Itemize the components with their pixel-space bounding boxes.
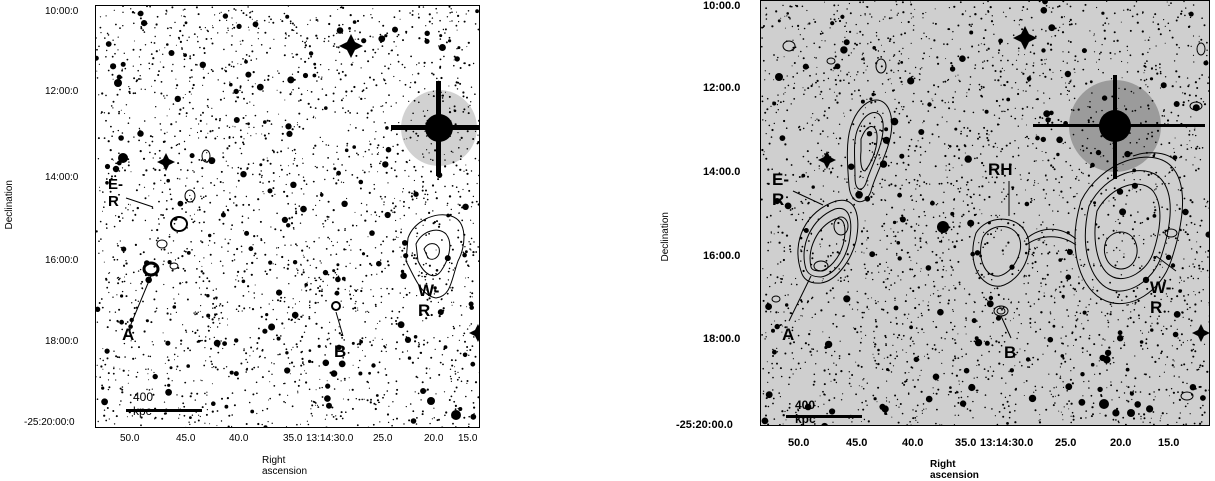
label-wr: W-R — [1150, 278, 1171, 318]
left-sky-image — [96, 6, 480, 428]
label-a: A — [122, 325, 134, 345]
star — [469, 324, 480, 342]
star — [1192, 324, 1210, 342]
left-xtick: 50.0 — [120, 433, 139, 444]
left-ytick: 10:00:0 — [45, 6, 78, 17]
label-er: E-R — [772, 170, 789, 210]
right-xtick: 13:14:30.0 — [980, 437, 1033, 449]
label-rh: RH — [988, 160, 1013, 180]
star — [339, 34, 363, 58]
right-image-frame — [760, 0, 1210, 426]
right-xtick: 35.0 — [955, 437, 976, 449]
left-ytick: 16:00:0 — [45, 255, 78, 266]
right-sky-image — [761, 1, 1210, 426]
right-xtick: 45.0 — [846, 437, 867, 449]
left-xtick: 40.0 — [229, 433, 248, 444]
right-ytick: 12:00.0 — [703, 82, 740, 94]
right-ytick: -25:20:00.0 — [676, 419, 733, 431]
left-ytick: 18:00:0 — [45, 336, 78, 347]
left-xlabel: Right ascension — [262, 455, 307, 477]
scale-label: 400 kpc — [795, 398, 816, 426]
right-ytick: 14:00.0 — [703, 166, 740, 178]
label-wr: W-R — [418, 281, 439, 321]
right-ylabel: Declination — [660, 212, 671, 261]
right-xtick: 25.0 — [1055, 437, 1076, 449]
left-ytick: -25:20:00:0 — [24, 417, 75, 428]
right-ytick: 10:00.0 — [703, 0, 740, 12]
label-b: B — [1004, 343, 1016, 363]
left-ytick: 12:00:0 — [45, 86, 78, 97]
right-xtick: 20.0 — [1110, 437, 1131, 449]
left-image-frame — [95, 5, 480, 428]
star — [157, 153, 175, 171]
left-xtick: 45.0 — [176, 433, 195, 444]
right-xtick: 15.0 — [1158, 437, 1179, 449]
contours — [144, 150, 464, 310]
right-ytick: 16:00.0 — [703, 250, 740, 262]
left-xtick: 20.0 — [424, 433, 443, 444]
scale-label: 400 kpc — [133, 390, 153, 418]
left-xtick: 35.0 — [283, 433, 302, 444]
right-xlabel: Right ascension — [930, 459, 979, 481]
left-xtick: 25.0 — [373, 433, 392, 444]
star — [818, 151, 836, 169]
left-xtick: 13:14:30.0 — [306, 433, 353, 444]
label-er: E-R — [108, 176, 123, 210]
right-ytick: 18:00.0 — [703, 333, 740, 345]
left-xtick: 15.0 — [458, 433, 477, 444]
right-xtick: 50.0 — [788, 437, 809, 449]
left-ytick: 14:00:0 — [45, 172, 78, 183]
label-b: B — [334, 342, 346, 362]
label-a: A — [782, 325, 794, 345]
left-ylabel: Declination — [4, 180, 15, 229]
right-xtick: 40.0 — [902, 437, 923, 449]
bright-star — [391, 81, 480, 176]
